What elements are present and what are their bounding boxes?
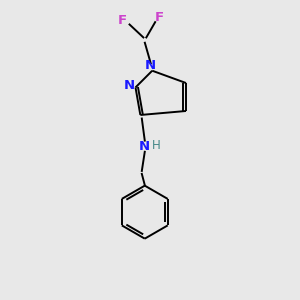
Text: F: F: [155, 11, 164, 24]
Text: N: N: [139, 140, 150, 153]
Text: N: N: [144, 59, 155, 72]
Text: H: H: [152, 140, 160, 152]
Text: N: N: [124, 80, 135, 92]
Text: F: F: [118, 14, 127, 27]
